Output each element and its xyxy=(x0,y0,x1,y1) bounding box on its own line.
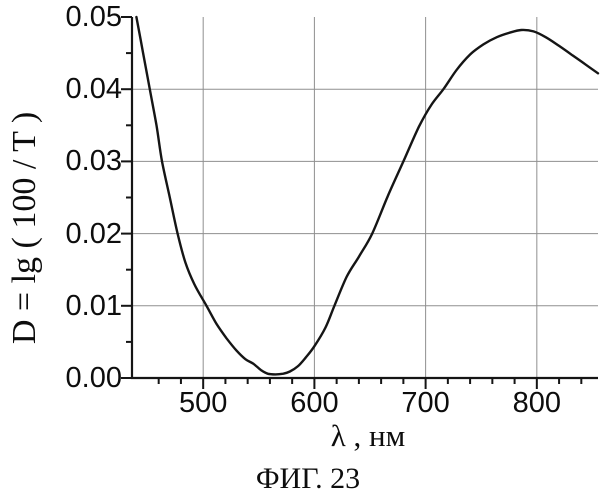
x-axis-title: λ , нм xyxy=(330,418,406,453)
y-tick-label: 0.02 xyxy=(65,217,122,250)
spectrum-curve xyxy=(135,15,600,376)
axes-frame xyxy=(130,17,598,380)
figure-caption: ФИГ. 23 xyxy=(255,462,361,495)
x-tick-label: 700 xyxy=(401,387,450,419)
y-tick-label: 0.01 xyxy=(65,289,122,322)
y-tick-label: 0.03 xyxy=(65,145,122,178)
y-axis-title: D = lg ( 100 / T ) xyxy=(6,111,43,345)
y-tick-label: 0.05 xyxy=(65,1,122,33)
x-tick-label: 500 xyxy=(178,387,228,419)
y-tick-label: 0.00 xyxy=(65,362,122,394)
y-tick-label: 0.04 xyxy=(65,73,122,106)
x-tick-label: 800 xyxy=(512,387,562,419)
x-tick-label: 600 xyxy=(290,387,339,419)
